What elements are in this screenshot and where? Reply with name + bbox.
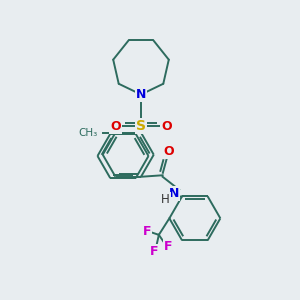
Text: F: F: [164, 240, 172, 254]
Text: N: N: [169, 187, 179, 200]
Text: F: F: [142, 225, 151, 239]
Text: O: O: [163, 145, 174, 158]
Text: O: O: [110, 119, 121, 133]
Text: S: S: [136, 119, 146, 133]
Text: CH₃: CH₃: [78, 128, 98, 138]
Text: H: H: [161, 194, 170, 206]
Text: F: F: [150, 245, 159, 258]
Text: O: O: [161, 119, 172, 133]
Text: N: N: [136, 88, 146, 101]
